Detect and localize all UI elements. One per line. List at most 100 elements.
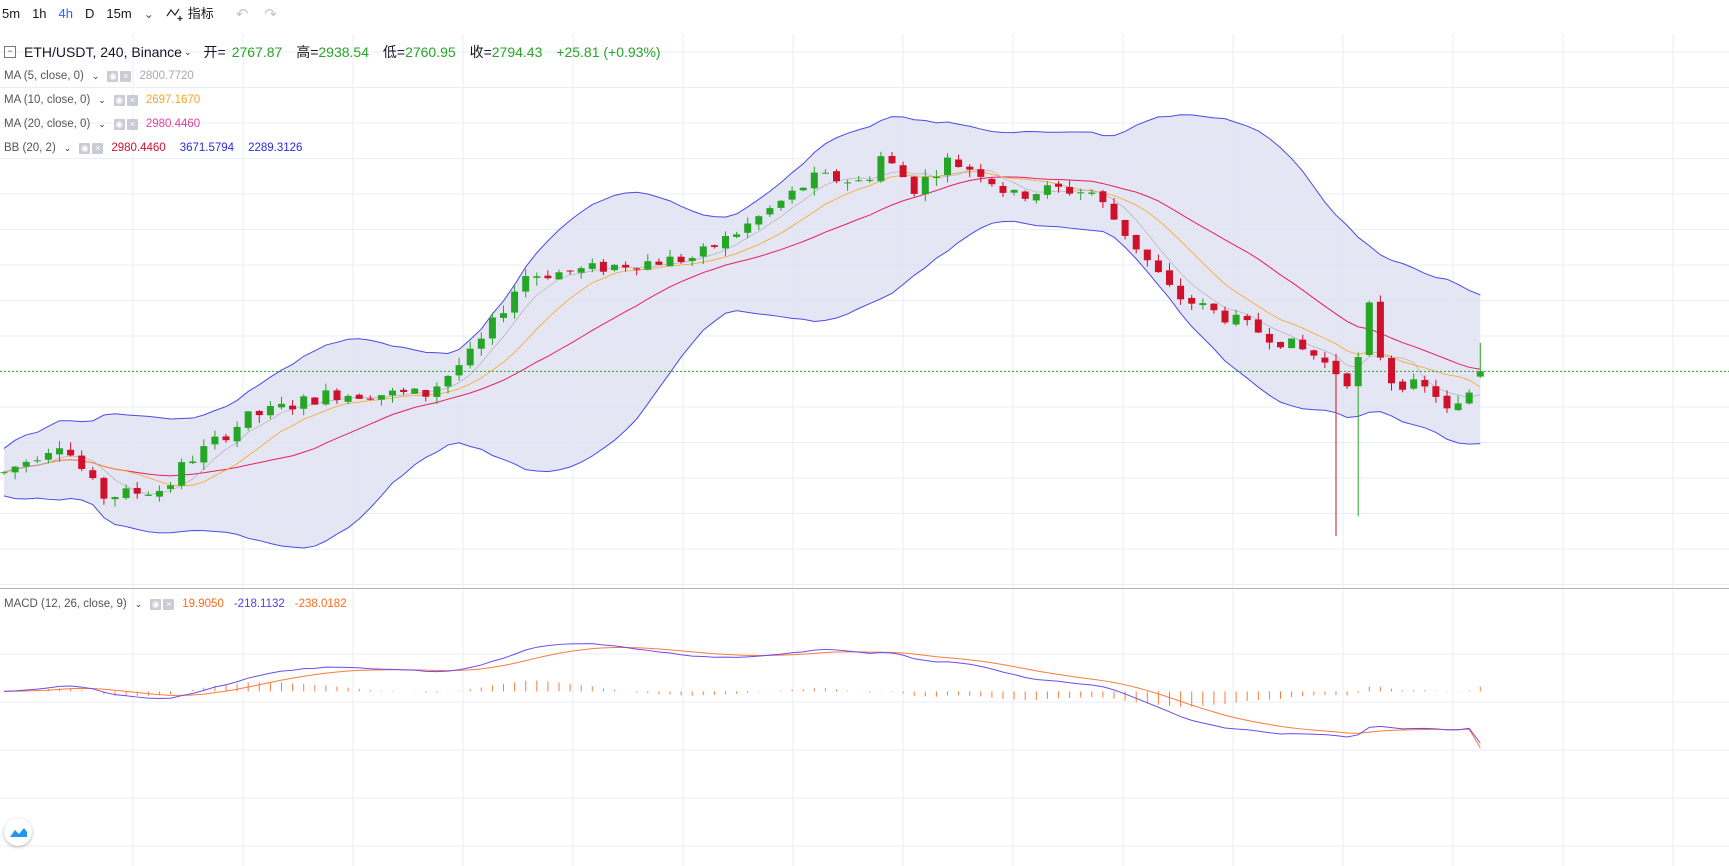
candle-body <box>422 390 430 397</box>
eye-icon[interactable]: ◉ <box>107 70 119 82</box>
candle-body <box>1210 303 1218 311</box>
candle-body <box>1443 395 1451 409</box>
ma5-legend: MA (5, close, 0) ⌄ ◉ × 2800.7720 <box>4 70 194 82</box>
candle-body <box>266 405 274 416</box>
macd-label[interactable]: MACD (12, 26, close, 9) <box>4 598 127 610</box>
bb-band-fill <box>4 114 1481 548</box>
candle-body <box>655 261 663 265</box>
eye-icon[interactable]: ◉ <box>113 94 125 106</box>
bb-lower-line <box>3 220 1481 549</box>
candle-body <box>988 178 996 185</box>
interval-4h[interactable]: 4h <box>58 6 73 21</box>
candle-body <box>744 223 752 233</box>
candle-body <box>111 497 119 500</box>
tradingview-logo[interactable] <box>4 818 32 846</box>
candle-body <box>511 291 519 313</box>
candle-body <box>877 156 885 182</box>
candle-body <box>710 245 718 248</box>
bb-lower-value: 2289.3126 <box>248 142 303 154</box>
interval-5m[interactable]: 5m <box>2 6 21 21</box>
candle-body <box>677 256 685 263</box>
candle-body <box>1221 310 1229 323</box>
interval-d[interactable]: D <box>85 6 95 21</box>
candle-body <box>1376 301 1384 358</box>
high-value: 2938.54 <box>318 44 369 60</box>
bb-label[interactable]: BB (20, 2) <box>4 142 56 154</box>
candle-body <box>966 166 974 170</box>
candle-body <box>977 169 985 177</box>
chevron-down-icon[interactable]: ⌄ <box>98 118 106 129</box>
candle-body <box>167 485 174 489</box>
candle-body <box>1265 333 1273 343</box>
candle-body <box>89 470 97 479</box>
close-icon[interactable]: × <box>120 70 132 82</box>
bb-upper-line <box>3 114 1481 449</box>
candle-body <box>56 448 63 455</box>
macd-signal-value: -238.0182 <box>294 598 347 610</box>
ma20-label[interactable]: MA (20, close, 0) <box>4 118 91 130</box>
eye-icon[interactable]: ◉ <box>113 118 125 130</box>
ma20-legend: MA (20, close, 0) ⌄ ◉ × 2980.4460 <box>4 118 200 130</box>
candle-body <box>389 390 396 396</box>
candle-body <box>910 176 918 194</box>
bb-legend: BB (20, 2) ⌄ ◉ × 2980.4460 3671.5794 2289.… <box>4 142 302 154</box>
chevron-down-icon[interactable]: ⌄ <box>134 598 143 609</box>
symbol-label[interactable]: ETH/USDT, 240, Binance <box>24 44 182 60</box>
candle-body <box>1288 338 1296 349</box>
candle-body <box>1154 260 1162 273</box>
ma5-label[interactable]: MA (5, close, 0) <box>4 70 84 82</box>
chevron-down-icon[interactable]: ⌄ <box>183 46 192 57</box>
eye-icon[interactable]: ◉ <box>79 142 91 154</box>
close-icon[interactable]: × <box>126 94 138 106</box>
close-icon[interactable]: × <box>126 118 138 130</box>
candle-body <box>100 477 108 499</box>
candle-body <box>799 187 807 191</box>
candle-body <box>766 208 774 215</box>
candle-body <box>644 261 652 270</box>
candle-body <box>1476 371 1484 377</box>
undo-icon[interactable]: ↶ <box>235 6 249 23</box>
candle-body <box>1465 392 1473 404</box>
open-value: 2767.87 <box>231 44 283 60</box>
chevron-down-icon[interactable]: ⌄ <box>91 70 100 81</box>
candle-body <box>133 487 141 494</box>
candle-body <box>1421 379 1429 387</box>
candle-body <box>78 455 86 469</box>
collapse-icon[interactable]: − <box>4 46 16 58</box>
close-icon[interactable]: × <box>163 598 175 610</box>
candle-body <box>1254 319 1262 333</box>
candle-body <box>955 159 963 168</box>
eye-icon[interactable]: ◉ <box>150 598 162 610</box>
candle-body <box>1232 314 1240 325</box>
candle-body <box>366 398 374 400</box>
candle-body <box>633 268 641 270</box>
candle-body <box>588 263 596 269</box>
interval-15m[interactable]: 15m <box>106 6 132 21</box>
candle-body <box>1321 357 1329 363</box>
candle-body <box>777 200 785 208</box>
chevron-down-icon[interactable]: ⌄ <box>98 94 106 105</box>
close-icon[interactable]: × <box>92 142 104 154</box>
candle-body <box>866 180 874 182</box>
candle-body <box>810 172 818 189</box>
candle-body <box>466 348 474 366</box>
chevron-down-icon[interactable]: ⌄ <box>143 7 154 21</box>
change-value: +25.81 (+0.93%) <box>556 44 661 60</box>
indicators-button[interactable]: 指标 <box>160 0 220 28</box>
interval-1h[interactable]: 1h <box>32 6 47 21</box>
ma10-value: 2697.1670 <box>145 94 201 106</box>
candle-body <box>500 313 507 318</box>
candle-body <box>300 396 308 409</box>
candle-body <box>1043 185 1051 195</box>
close-label: 收= <box>469 44 492 60</box>
candle-body <box>1177 285 1185 300</box>
ma5-line <box>3 169 1481 495</box>
chevron-down-icon[interactable]: ⌄ <box>63 142 72 153</box>
ma10-label[interactable]: MA (10, close, 0) <box>4 94 91 106</box>
ma20-line <box>3 176 1481 477</box>
candle-body <box>244 411 252 428</box>
redo-icon[interactable]: ↷ <box>264 6 277 23</box>
cloud-icon <box>10 828 27 837</box>
ma20-value: 2980.4460 <box>145 118 201 130</box>
